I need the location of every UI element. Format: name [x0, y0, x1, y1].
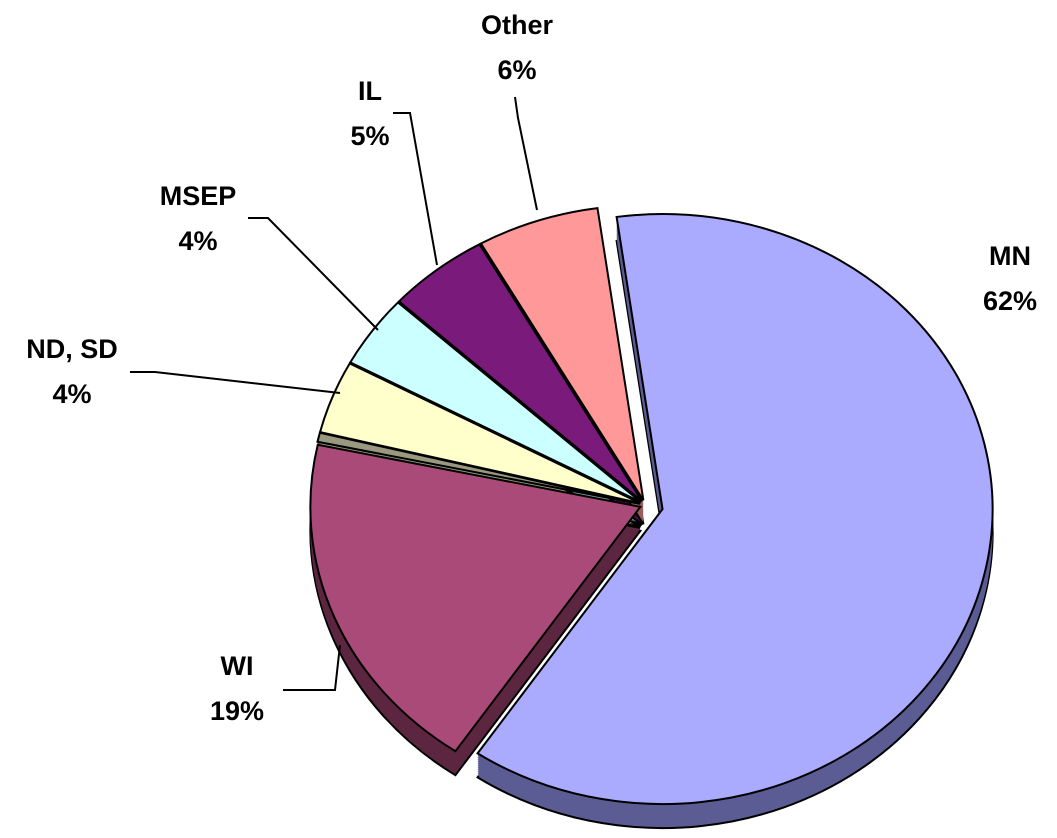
slice	[479, 207, 645, 501]
slice	[348, 301, 642, 504]
leader-line	[514, 96, 538, 211]
slice-value-label: 4%	[178, 226, 217, 256]
slice-label: MN	[989, 241, 1031, 271]
slice-label: IL	[358, 76, 382, 106]
slice-value-label: 6%	[497, 55, 536, 85]
slice-value-label: 4%	[52, 379, 91, 409]
slice	[309, 443, 643, 753]
leader-line	[283, 644, 341, 691]
leader-line	[130, 371, 341, 394]
slice-label: Other	[481, 10, 554, 40]
slice	[397, 243, 643, 502]
slice-label: ND, SD	[26, 334, 118, 364]
slice	[476, 213, 994, 806]
slice-value-label: 19%	[210, 696, 264, 726]
slice-label: WI	[221, 651, 254, 681]
slice-value-label: 62%	[983, 286, 1037, 316]
slice-value-label: 5%	[350, 121, 389, 151]
slice	[318, 362, 641, 505]
slice-label: MSEP	[160, 181, 237, 211]
leader-line	[393, 112, 438, 266]
leader-line	[248, 217, 379, 331]
